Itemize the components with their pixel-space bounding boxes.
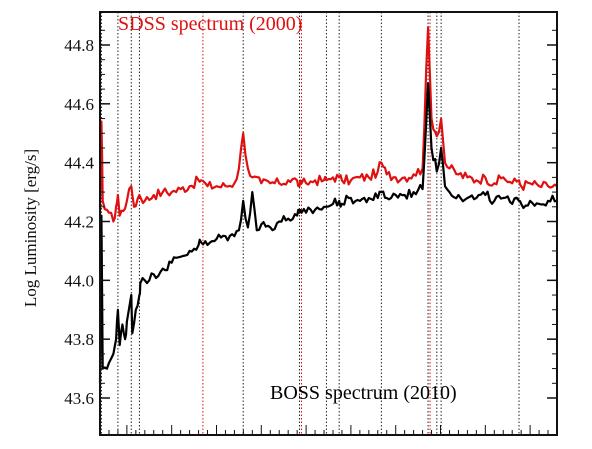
series-layer [98, 26, 558, 384]
y-axis-label: Log Luminosity [erg/s] [21, 149, 40, 307]
bottom-annotation: BOSS spectrum (2010) [270, 382, 457, 404]
top-annotation: SDSS spectrum (2000) [118, 13, 302, 35]
boss-spectrum-line [98, 82, 558, 384]
y-axis: 43.6 43.8 44.0 44.2 44.4 44.6 44.8 [64, 29, 558, 435]
y-tick-label-4: 44.4 [64, 154, 94, 173]
emission-line-markers [100, 12, 520, 435]
y-tick-label-5: 44.6 [64, 95, 94, 114]
sdss-spectrum-line [98, 26, 558, 223]
y-tick-label-1: 43.8 [64, 330, 94, 349]
y-tick-label-3: 44.2 [64, 213, 94, 232]
y-tick-label-6: 44.8 [64, 36, 94, 55]
y-tick-label-0: 43.6 [64, 389, 94, 408]
y-tick-label-2: 44.0 [64, 271, 94, 290]
plot-frame [99, 11, 558, 436]
